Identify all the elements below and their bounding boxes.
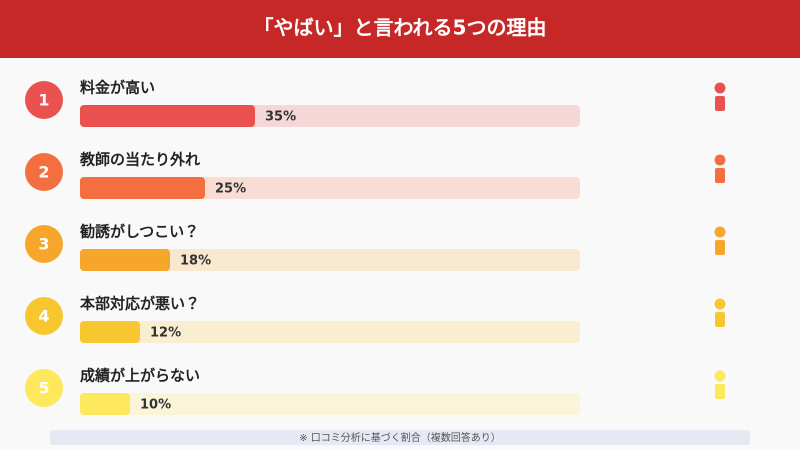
category-label: 成績が上がらない — [80, 367, 200, 385]
category-label: 料金が高い — [80, 79, 155, 97]
rank-badge — [25, 153, 63, 191]
category-label: 勧誘がしつこい？ — [79, 223, 199, 241]
value-label: 35% — [265, 110, 296, 125]
person-icon-body — [715, 96, 725, 111]
person-icon-body — [715, 240, 725, 255]
rank-badge — [25, 369, 63, 407]
title-band — [0, 0, 800, 58]
chart-title: 「やばい」と言われる5つの理由 — [254, 16, 547, 40]
bar — [80, 105, 255, 127]
person-icon-body — [715, 312, 725, 327]
rank-number: 2 — [38, 163, 49, 182]
person-icon-head — [714, 298, 726, 310]
bar — [80, 321, 140, 343]
person-icon-body — [715, 384, 725, 399]
value-label: 25% — [215, 182, 246, 197]
rank-badge — [25, 225, 63, 263]
value-label: 12% — [150, 326, 181, 341]
rank-number: 3 — [38, 235, 49, 254]
person-icon-head — [714, 226, 726, 238]
bar — [80, 249, 170, 271]
rank-badge — [25, 81, 63, 119]
person-icon-head — [714, 82, 726, 94]
person-icon-head — [714, 154, 726, 166]
bar-track — [80, 249, 580, 271]
person-icon-head — [714, 370, 726, 382]
rank-number: 4 — [38, 307, 49, 326]
bar-track — [80, 393, 580, 415]
rank-number: 1 — [38, 91, 49, 110]
bar-track — [80, 321, 580, 343]
category-label: 教師の当たり外れ — [79, 151, 200, 169]
bar — [80, 393, 130, 415]
bar — [80, 177, 205, 199]
category-label: 本部対応が悪い？ — [79, 295, 200, 313]
person-icon-body — [715, 168, 725, 183]
note-box — [50, 430, 750, 445]
rank-number: 5 — [38, 379, 49, 398]
note: ※ 口コミ分析に基づく割合（複数回答あり） — [299, 431, 501, 444]
rank-badge — [25, 297, 63, 335]
value-label: 10% — [140, 398, 171, 413]
value-label: 18% — [180, 254, 211, 269]
